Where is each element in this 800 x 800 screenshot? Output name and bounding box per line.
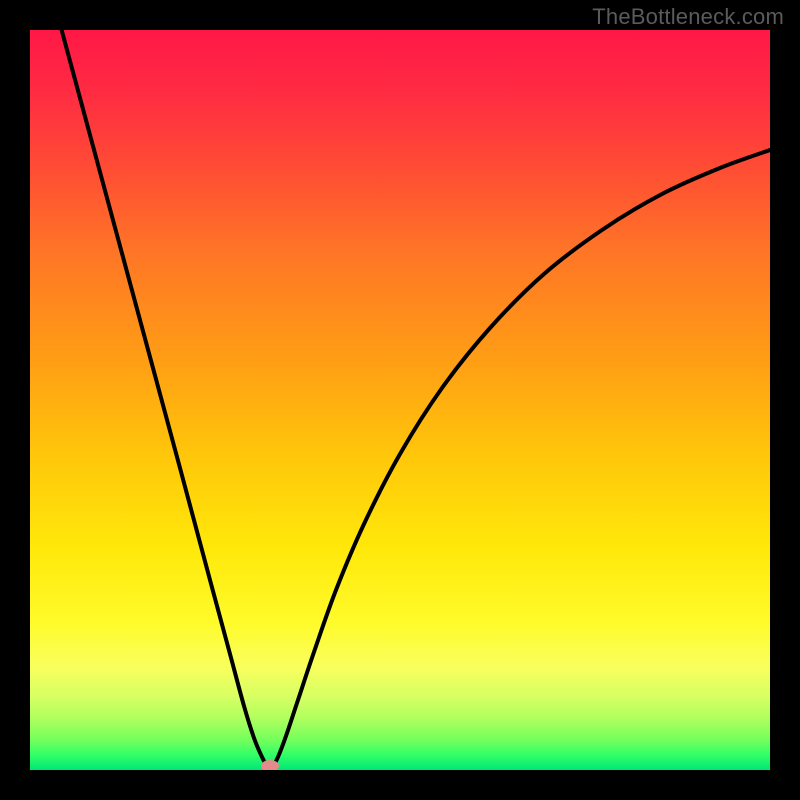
curve-minimum-marker [261,760,279,770]
watermark-text: TheBottleneck.com [592,4,784,30]
bottleneck-curve-plot [30,30,770,770]
curve-path [60,30,770,768]
bottleneck-curve [30,30,770,770]
